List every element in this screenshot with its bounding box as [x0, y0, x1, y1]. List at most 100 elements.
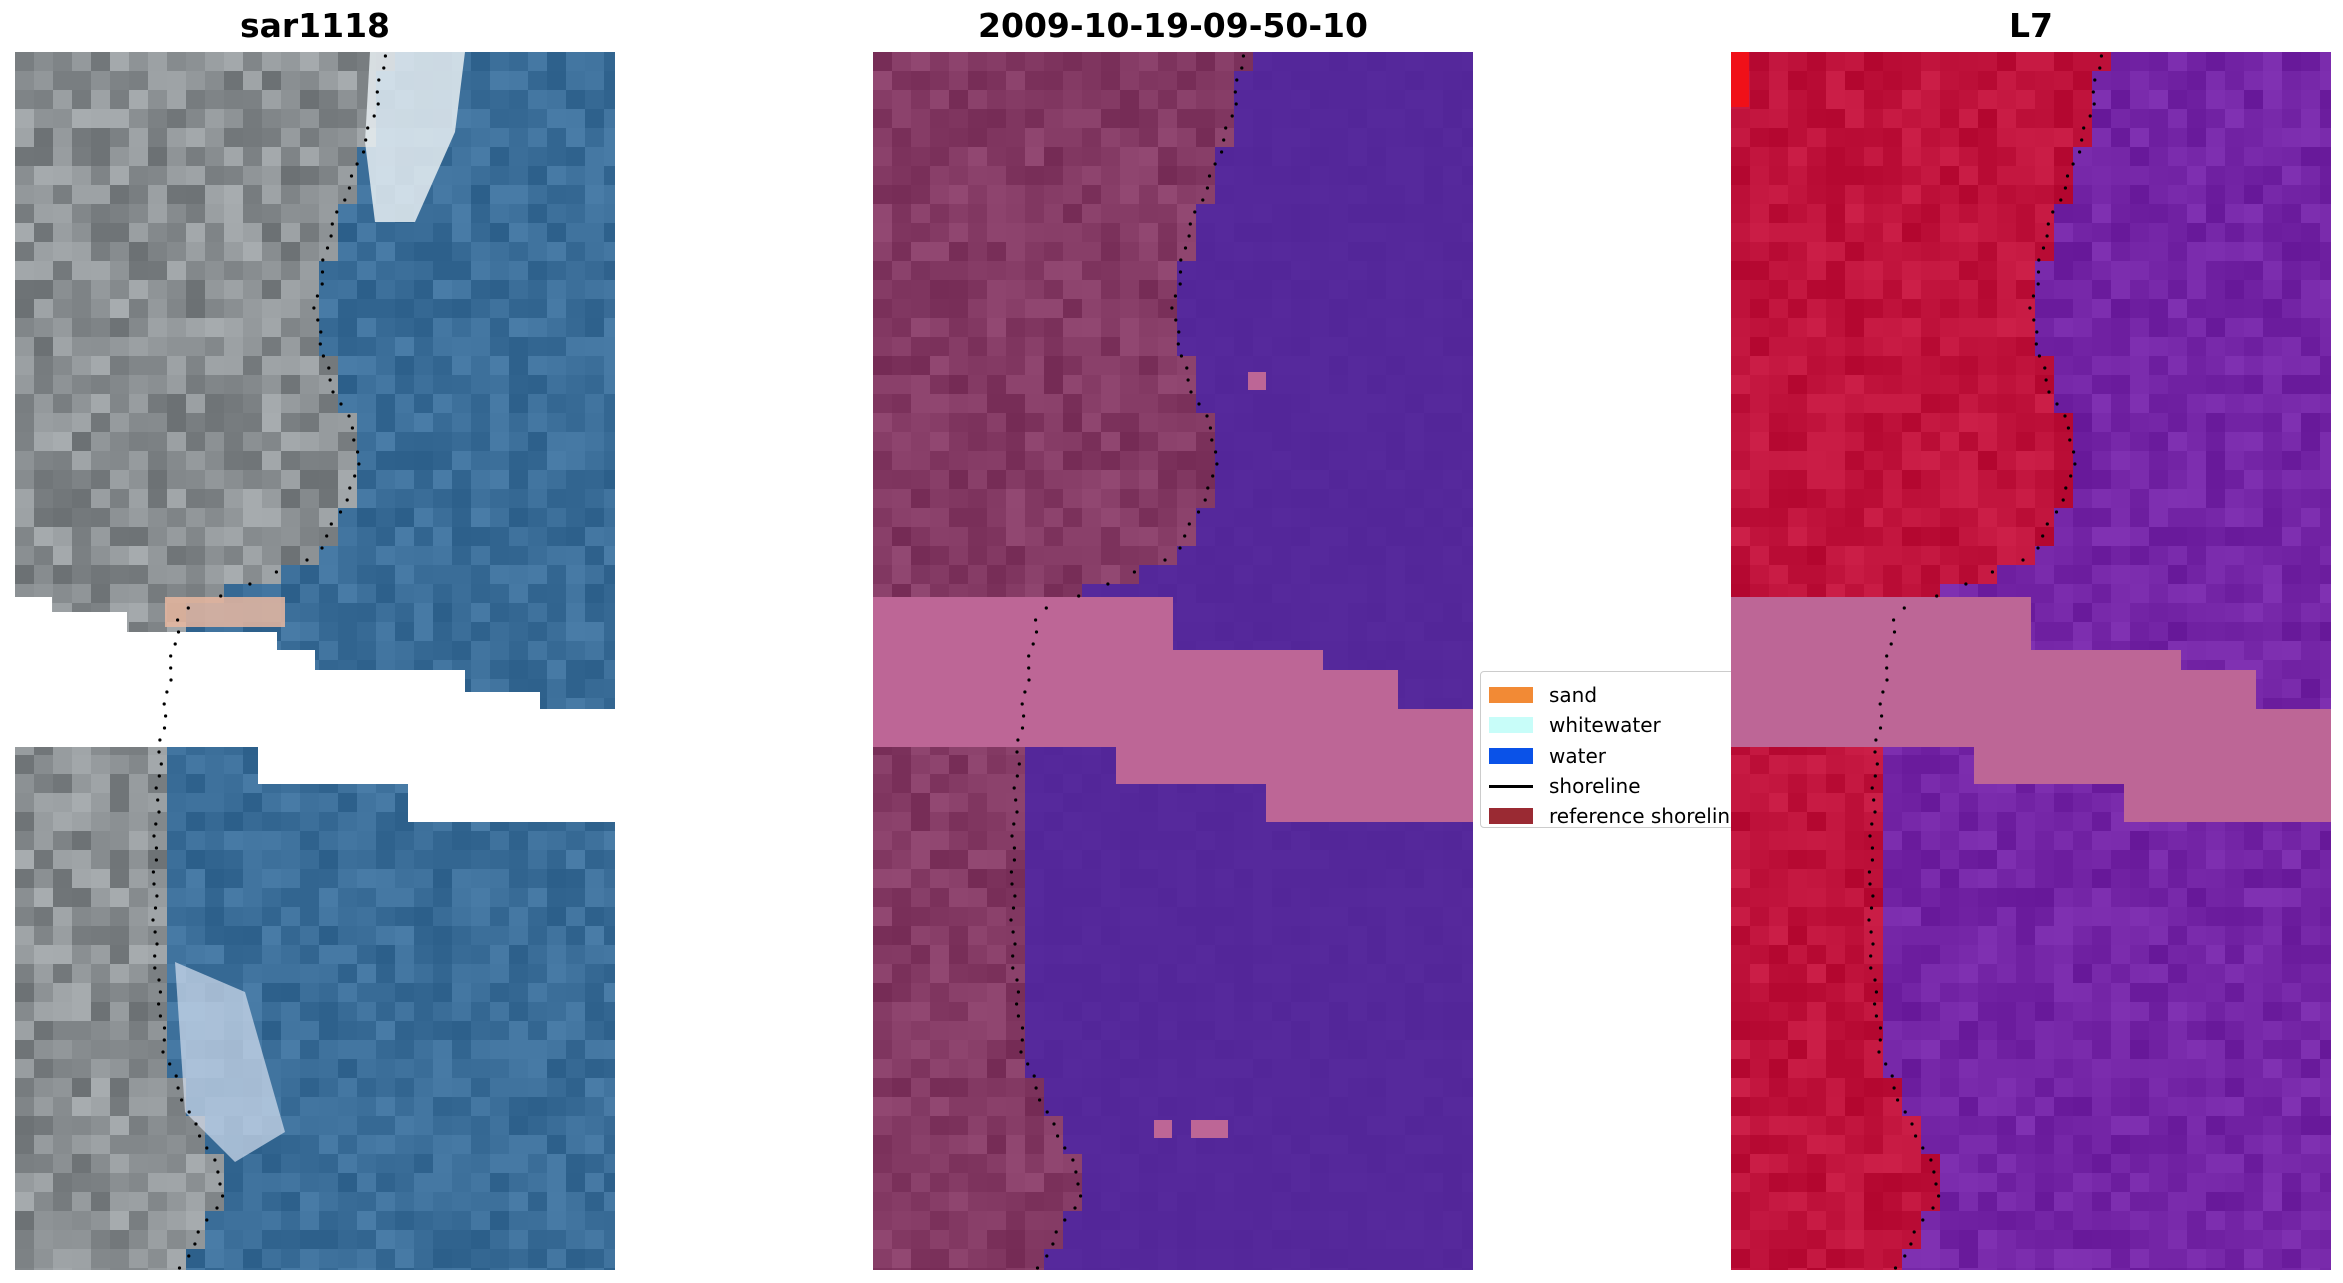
water-pixel — [319, 1154, 339, 1174]
water-pixel — [395, 945, 415, 965]
sand-patch — [165, 597, 285, 627]
land-pixel — [1044, 71, 1064, 91]
land-pixel — [930, 888, 950, 908]
shoreline-point — [347, 186, 351, 190]
land-pixel — [1082, 432, 1102, 452]
water-pixel — [528, 1154, 548, 1174]
land-pixel — [1845, 109, 1865, 129]
land-pixel — [110, 204, 130, 224]
land-pixel — [892, 204, 912, 224]
water-pixel — [585, 508, 605, 528]
water-pixel — [243, 907, 263, 927]
water-pixel — [2282, 356, 2302, 376]
water-pixel — [1424, 166, 1444, 186]
water-pixel — [2301, 242, 2321, 262]
shoreline-point — [1073, 1206, 1077, 1210]
water-pixel — [338, 1135, 358, 1155]
land-pixel — [186, 375, 206, 395]
water-pixel — [395, 1059, 415, 1079]
water-pixel — [357, 470, 377, 490]
land-pixel — [987, 223, 1007, 243]
land-pixel — [873, 983, 893, 1003]
water-pixel — [585, 603, 605, 623]
water-pixel — [566, 508, 586, 528]
land-pixel — [892, 774, 912, 794]
land-pixel — [186, 470, 206, 490]
water-pixel — [338, 964, 358, 984]
water-pixel — [2149, 128, 2169, 148]
land-pixel — [873, 1154, 893, 1174]
land-pixel — [1997, 223, 2017, 243]
water-pixel — [1291, 1040, 1311, 1060]
water-pixel — [1291, 945, 1311, 965]
water-pixel — [1177, 622, 1197, 642]
land-pixel — [300, 413, 320, 433]
water-pixel — [1424, 1059, 1444, 1079]
water-pixel — [357, 907, 377, 927]
land-pixel — [1006, 185, 1026, 205]
shoreline-point — [327, 366, 331, 370]
land-pixel — [148, 1268, 168, 1270]
land-pixel — [949, 1173, 969, 1193]
land-pixel — [1921, 394, 1941, 414]
land-pixel — [911, 337, 931, 357]
water-pixel — [471, 1021, 491, 1041]
water-pixel — [1196, 622, 1216, 642]
land-pixel — [930, 1002, 950, 1022]
water-pixel — [1462, 109, 1473, 129]
shoreline-point — [377, 78, 381, 82]
water-pixel — [490, 90, 510, 110]
water-pixel — [1120, 831, 1140, 851]
land-pixel — [987, 983, 1007, 1003]
land-pixel — [1177, 508, 1197, 528]
water-pixel — [376, 451, 396, 471]
water-pixel — [490, 318, 510, 338]
water-pixel — [509, 204, 529, 224]
water-pixel — [1386, 470, 1406, 490]
water-pixel — [604, 888, 615, 908]
shoreline-point — [1045, 1254, 1049, 1258]
land-pixel — [53, 584, 73, 604]
land-pixel — [34, 52, 54, 72]
water-pixel — [2263, 375, 2283, 395]
land-pixel — [72, 489, 92, 509]
land-pixel — [1120, 166, 1140, 186]
shoreline-point — [325, 534, 329, 538]
land-pixel — [91, 774, 111, 794]
water-pixel — [1253, 261, 1273, 281]
land-pixel — [949, 1078, 969, 1098]
water-pixel — [300, 1021, 320, 1041]
land-pixel — [300, 185, 320, 205]
land-pixel — [968, 375, 988, 395]
land-pixel — [1845, 90, 1865, 110]
water-pixel — [2130, 242, 2150, 262]
water-pixel — [452, 1211, 472, 1231]
water-pixel — [1367, 945, 1387, 965]
water-pixel — [186, 945, 206, 965]
land-pixel — [110, 565, 130, 585]
water-pixel — [1158, 1002, 1178, 1022]
water-pixel — [300, 964, 320, 984]
water-pixel — [1082, 1078, 1102, 1098]
water-pixel — [2111, 166, 2131, 186]
land-pixel — [930, 242, 950, 262]
land-pixel — [968, 1211, 988, 1231]
land-pixel — [987, 318, 1007, 338]
water-pixel — [471, 280, 491, 300]
water-pixel — [471, 1154, 491, 1174]
land-pixel — [262, 261, 282, 281]
water-pixel — [1272, 52, 1292, 72]
land-pixel — [1139, 147, 1159, 167]
water-pixel — [1101, 964, 1121, 984]
water-pixel — [604, 964, 615, 984]
land-pixel — [1082, 356, 1102, 376]
water-pixel — [2244, 337, 2264, 357]
water-pixel — [1329, 280, 1349, 300]
land-pixel — [949, 90, 969, 110]
land-pixel — [1177, 527, 1197, 547]
land-pixel — [968, 128, 988, 148]
land-pixel — [15, 850, 35, 870]
land-pixel — [968, 318, 988, 338]
land-pixel — [34, 356, 54, 376]
water-pixel — [1424, 1135, 1444, 1155]
